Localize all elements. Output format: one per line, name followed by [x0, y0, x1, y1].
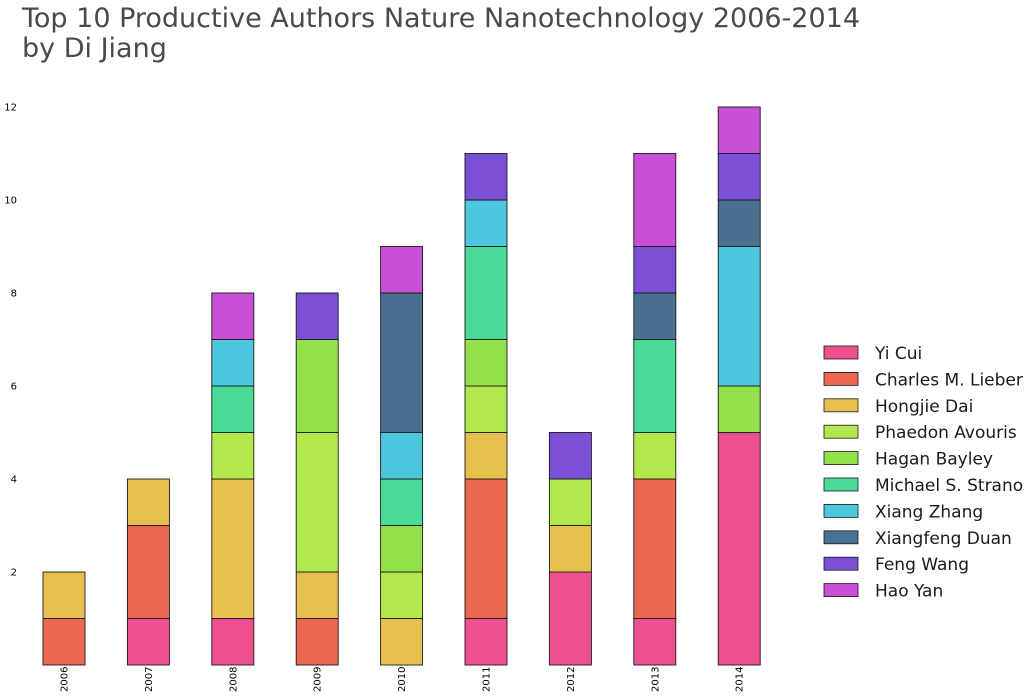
bar-segment-2008-michael-s-strano: [211, 385, 255, 433]
x-tick-label: 2007: [144, 667, 155, 692]
legend-label: Feng Wang: [875, 555, 969, 575]
bar-segment-2012-feng-wang: [548, 432, 592, 480]
bar-segment-2011-charles-m-lieber: [464, 478, 508, 619]
bar-segment-2013-charles-m-lieber: [633, 478, 677, 619]
bar-segment-2009-feng-wang: [295, 292, 339, 340]
bar-segment-2006-charles-m-lieber: [42, 618, 86, 666]
bar-segment-2012-hongjie-dai: [548, 525, 592, 573]
legend-label: Hao Yan: [875, 582, 943, 602]
x-tick-label: 2006: [60, 667, 71, 692]
bar-segment-2010-xiang-zhang: [380, 432, 424, 480]
bar-segment-2013-phaedon-avouris: [633, 432, 677, 480]
bar-segment-2010-hagan-bayley: [380, 525, 424, 573]
bar-segment-2011-michael-s-strano: [464, 246, 508, 340]
bar-segment-2014-xiang-zhang: [717, 246, 761, 387]
bar-segment-2010-michael-s-strano: [380, 478, 424, 526]
bar-segment-2008-hongjie-dai: [211, 478, 255, 619]
y-tick-label: 6: [11, 382, 17, 393]
bar-segment-2011-hagan-bayley: [464, 339, 508, 387]
bar-segment-2011-yi-cui: [464, 618, 508, 666]
bar-segment-2014-xiangfeng-duan: [717, 199, 761, 247]
legend-swatch: [823, 503, 859, 518]
y-axis-tick-labels: 2 4 6 8 10 12: [4, 103, 17, 579]
x-axis-tick-labels: 2006 2007 2008 2009 2010 2011 2012 2013 2014: [60, 667, 746, 692]
bar-segment-2008-hao-yan: [211, 292, 255, 340]
chart-title: Top 10 Productive Authors Nature Nanotec…: [22, 4, 860, 64]
legend-label: Michael S. Strano: [875, 476, 1023, 496]
legend-swatch: [823, 530, 859, 545]
bars-layer: [42, 106, 761, 666]
legend-label: Phaedon Avouris: [875, 423, 1017, 443]
legend-swatch: [823, 477, 859, 492]
bar-segment-2010-hao-yan: [380, 246, 424, 294]
bar-segment-2012-yi-cui: [548, 571, 592, 666]
bar-segment-2009-hagan-bayley: [295, 339, 339, 433]
bar-segment-2014-feng-wang: [717, 153, 761, 201]
bar-segment-2013-feng-wang: [633, 246, 677, 294]
legend-swatch: [823, 371, 859, 386]
y-tick-label: 2: [11, 568, 17, 579]
bar-segment-2009-hongjie-dai: [295, 571, 339, 619]
x-tick-label: 2013: [650, 667, 661, 692]
bar-segment-2013-xiangfeng-duan: [633, 292, 677, 340]
bar-segment-2010-xiangfeng-duan: [380, 292, 424, 433]
bar-segment-2013-yi-cui: [633, 618, 677, 666]
bar-segment-2011-feng-wang: [464, 153, 508, 201]
bar-segment-2008-yi-cui: [211, 618, 255, 666]
bar-segment-2007-yi-cui: [126, 618, 170, 666]
y-tick-label: 10: [4, 196, 17, 207]
bar-segment-2007-hongjie-dai: [126, 478, 170, 526]
bar-segment-2011-hongjie-dai: [464, 432, 508, 480]
x-tick-label: 2010: [397, 667, 408, 692]
legend-swatch: [823, 583, 859, 597]
legend-swatch: [823, 451, 859, 466]
x-tick-label: 2009: [313, 667, 324, 692]
x-tick-label: 2012: [566, 667, 577, 692]
y-tick-label: 8: [11, 289, 17, 300]
bar-segment-2008-xiang-zhang: [211, 339, 255, 387]
legend: Yi Cui Charles M. Lieber Hongjie Dai Phaedo…: [823, 344, 1023, 602]
chart-title-line-2: by Di Jiang: [22, 33, 167, 64]
legend-label: Yi Cui: [874, 344, 922, 364]
bar-segment-2010-hongjie-dai: [380, 618, 424, 666]
legend-label: Xiangfeng Duan: [875, 529, 1012, 549]
chart-title-line-1: Top 10 Productive Authors Nature Nanotec…: [22, 3, 861, 34]
legend-swatch: [823, 398, 859, 413]
y-tick-label: 12: [4, 103, 17, 114]
y-tick-label: 4: [11, 475, 17, 486]
legend-label: Charles M. Lieber: [875, 370, 1023, 390]
bar-segment-2010-phaedon-avouris: [380, 571, 424, 619]
x-tick-label: 2014: [735, 667, 746, 692]
bar-segment-2014-hagan-bayley: [717, 385, 761, 433]
legend-label: Hagan Bayley: [875, 450, 993, 470]
bar-segment-2013-hao-yan: [633, 153, 677, 247]
bar-segment-2009-charles-m-lieber: [295, 618, 339, 666]
legend-swatch: [823, 345, 859, 360]
bar-segment-2008-phaedon-avouris: [211, 432, 255, 480]
legend-swatch: [823, 424, 859, 439]
bar-segment-2011-phaedon-avouris: [464, 385, 508, 433]
legend-label: Xiang Zhang: [875, 502, 983, 522]
bar-segment-2014-yi-cui: [717, 432, 761, 666]
bar-segment-2012-phaedon-avouris: [548, 478, 592, 526]
x-tick-label: 2011: [482, 667, 493, 692]
legend-swatch: [823, 556, 859, 571]
bar-segment-2007-charles-m-lieber: [126, 525, 170, 619]
bar-segment-2014-hao-yan: [717, 106, 761, 154]
x-tick-label: 2008: [228, 667, 239, 692]
legend-label: Hongjie Dai: [875, 397, 973, 417]
bar-segment-2006-hongjie-dai: [42, 571, 86, 619]
bar-segment-2011-xiang-zhang: [464, 199, 508, 247]
bar-segment-2009-phaedon-avouris: [295, 432, 339, 573]
bar-segment-2013-michael-s-strano: [633, 339, 677, 433]
